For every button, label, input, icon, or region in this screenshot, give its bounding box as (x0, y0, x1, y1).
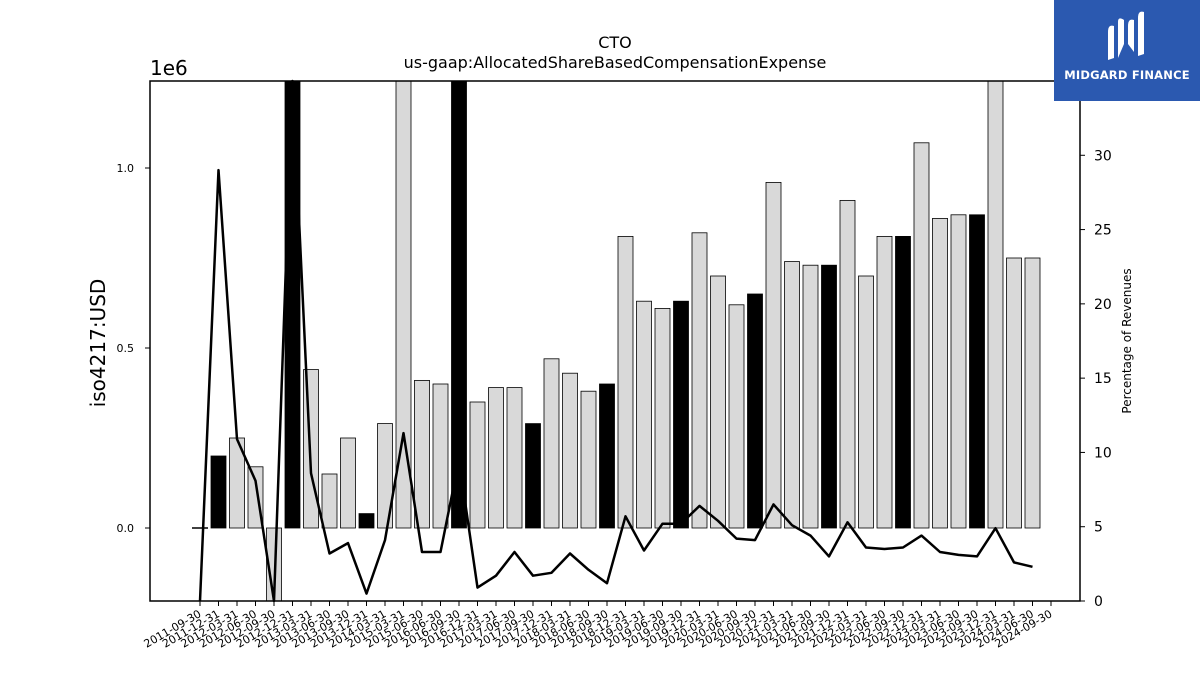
chart-subtitle: us-gaap:AllocatedShareBasedCompensationE… (404, 53, 827, 72)
bar (284, 80, 301, 529)
brand-logo: MIDGARD FINANCE (1054, 0, 1200, 101)
y-tick-label: 0.5 (117, 342, 135, 355)
bar-series (210, 80, 1041, 602)
bar (469, 401, 486, 529)
bar (1006, 257, 1022, 529)
bar (488, 387, 504, 529)
bar (654, 307, 671, 529)
y-tick-label: 0.0 (117, 522, 135, 535)
bar (987, 80, 1004, 529)
bar (432, 383, 449, 529)
bar (876, 235, 893, 529)
y-tick-label: 1.0 (117, 162, 135, 175)
y-axis-label: iso4217:USD (86, 279, 110, 408)
bar (765, 181, 782, 529)
bar (839, 199, 856, 529)
bar (617, 235, 634, 529)
plot-frame (149, 80, 1081, 602)
y2-tick-label: 30 (1094, 148, 1112, 164)
bar (543, 358, 560, 529)
bar (506, 387, 523, 529)
bar (562, 372, 578, 529)
y2-tick-label: 25 (1094, 223, 1112, 239)
y2-tick-label: 5 (1094, 520, 1103, 536)
bar (710, 275, 726, 529)
bar (340, 437, 356, 529)
bar (969, 214, 985, 529)
bar (321, 473, 338, 529)
bar (210, 455, 227, 529)
y2-tick-label: 15 (1094, 371, 1112, 387)
y-offset-label: 1e6 (150, 56, 188, 80)
y2-tick-label: 0 (1094, 594, 1103, 610)
bar (913, 142, 930, 529)
bar (950, 214, 967, 529)
bar (580, 390, 597, 529)
y2-tick-label: 10 (1094, 445, 1112, 461)
x-axis-ticks: 2011-09-302011-12-312012-03-312012-06-30… (142, 601, 1055, 651)
chart-title: CTO (598, 33, 632, 52)
bar (802, 264, 819, 529)
y2-axis-label: Percentage of Revenues (1120, 268, 1134, 413)
y2-axis-ticks: 0 5 10 15 20 25 30 (1080, 148, 1112, 610)
bar (599, 383, 615, 529)
midgard-logo-icon (1108, 11, 1144, 61)
bar (821, 264, 837, 529)
bar (691, 232, 708, 529)
y2-tick-label: 20 (1094, 297, 1112, 313)
bar (932, 217, 948, 529)
bar (858, 275, 874, 529)
bar (784, 261, 800, 529)
y-axis-ticks: 0.00.51.01.52.0 (117, 162, 150, 535)
percentage-line (198, 79, 1033, 603)
bar (673, 300, 689, 529)
bar (377, 423, 393, 529)
bar (525, 423, 541, 529)
bar (1024, 257, 1041, 529)
bar (636, 300, 652, 529)
bar (895, 235, 911, 529)
bar (414, 379, 430, 529)
bar (747, 293, 763, 529)
brand-logo-text: MIDGARD FINANCE (1064, 68, 1190, 82)
bar (358, 513, 375, 529)
bar (728, 304, 745, 529)
